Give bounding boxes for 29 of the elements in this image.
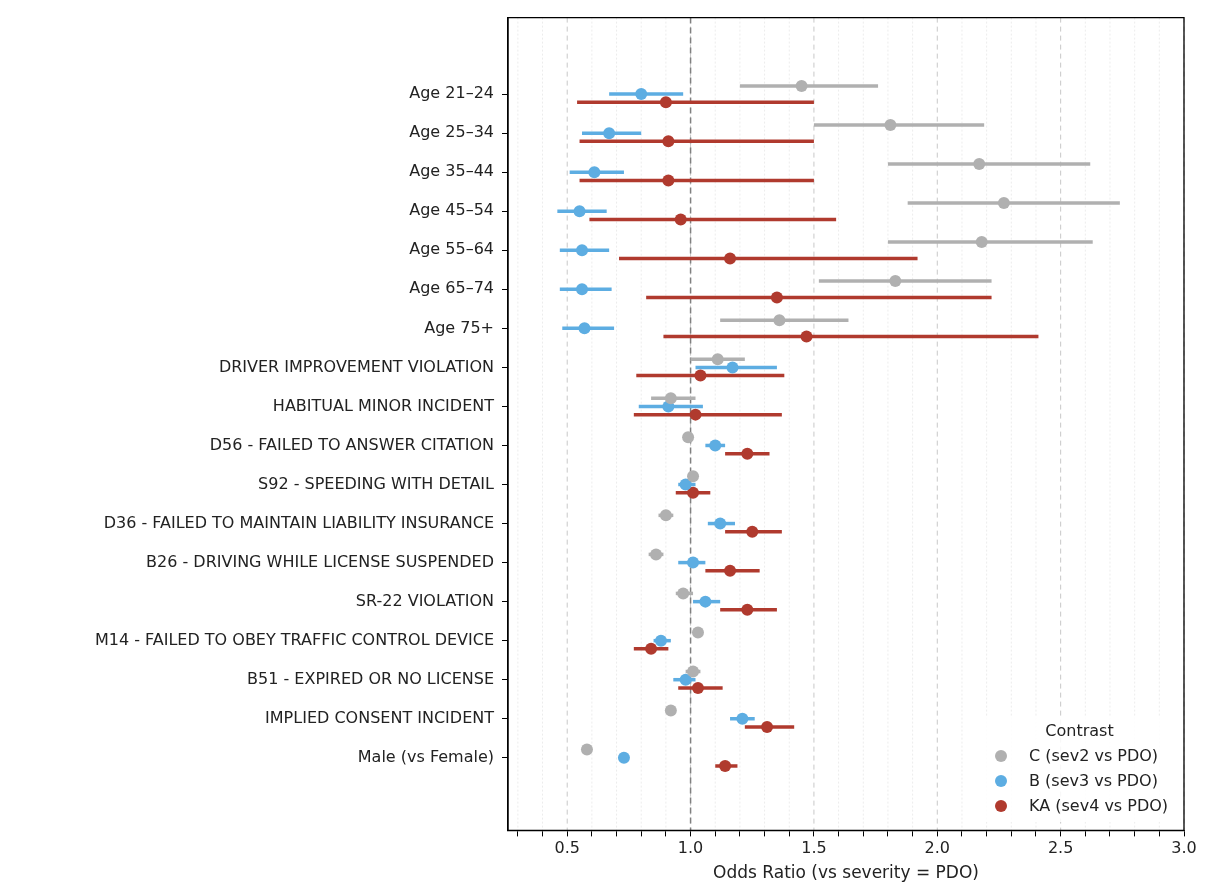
x-axis-title: Odds Ratio (vs severity = PDO) [713,862,979,883]
legend-label: B (sev3 vs PDO) [1029,771,1158,791]
legend-label: KA (sev4 vs PDO) [1029,796,1169,816]
x-tick-label: 3.0 [1171,838,1197,858]
x-tick-label: 1.0 [677,838,704,858]
y-tick-label: M14 - FAILED TO OBEY TRAFFIC CONTROL DEVICE [94,629,494,649]
y-tick-label: Age 55–64 [409,239,494,259]
y-tick-label: HABITUAL MINOR INCIDENT [272,395,495,415]
y-tick-label: DRIVER IMPROVEMENT VIOLATION [218,356,494,376]
y-tick-label: Age 35–44 [409,161,494,181]
x-tick-label: 2.0 [924,838,951,858]
y-tick-label: IMPLIED CONSENT INCIDENT [265,707,495,727]
y-tick-label: Age 45–54 [409,200,494,220]
y-tick-label: Male (vs Female) [357,746,494,766]
legend-title: Contrast [1044,721,1115,741]
y-tick-label: Age 75+ [424,317,494,337]
y-tick-label: Age 21–24 [409,83,494,103]
y-tick-label: SR-22 VIOLATION [355,590,494,610]
y-tick-label: D56 - FAILED TO ANSWER CITATION [209,434,494,454]
legend-label: C (sev2 vs PDO) [1029,746,1159,766]
y-tick-label: Age 25–34 [409,122,494,142]
x-tick-label: 0.5 [554,838,580,858]
y-tick-label: B51 - EXPIRED OR NO LICENSE [247,668,494,688]
x-tick-label: 1.5 [801,838,827,858]
y-tick-label: D36 - FAILED TO MAINTAIN LIABILITY INSURANCE [103,512,494,532]
y-tick-label: S92 - SPEEDING WITH DETAIL [258,473,495,493]
x-tick-label: 2.5 [1047,838,1074,858]
y-tick-label: Age 65–74 [409,278,494,298]
y-tick-label: B26 - DRIVING WHILE LICENSE SUSPENDED [146,551,494,571]
